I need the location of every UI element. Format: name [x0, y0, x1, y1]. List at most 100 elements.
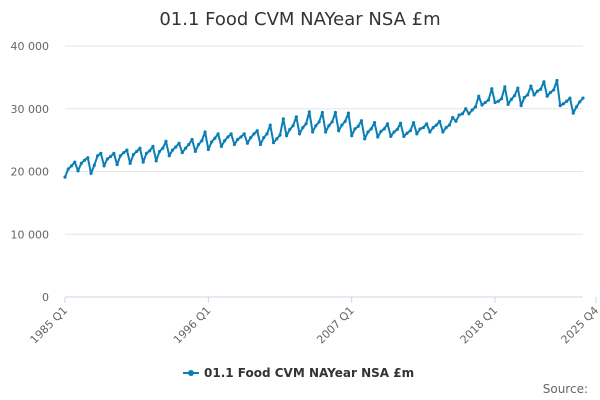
data-point[interactable]	[200, 139, 204, 143]
data-point[interactable]	[565, 99, 569, 103]
data-point[interactable]	[353, 127, 357, 131]
data-point[interactable]	[216, 132, 220, 136]
data-point[interactable]	[232, 142, 237, 147]
data-point[interactable]	[496, 99, 500, 103]
data-point[interactable]	[122, 151, 126, 155]
data-point[interactable]	[99, 151, 103, 155]
data-point[interactable]	[486, 98, 491, 102]
data-point[interactable]	[79, 161, 83, 165]
data-point[interactable]	[170, 148, 175, 152]
data-point[interactable]	[418, 127, 422, 131]
data-point[interactable]	[128, 161, 132, 165]
data-point[interactable]	[95, 154, 100, 158]
data-point[interactable]	[109, 154, 113, 159]
data-point[interactable]	[454, 119, 458, 123]
data-point[interactable]	[451, 115, 455, 120]
data-point[interactable]	[112, 151, 116, 155]
data-point[interactable]	[376, 135, 380, 139]
data-point[interactable]	[187, 142, 191, 147]
data-point[interactable]	[464, 107, 468, 111]
data-point[interactable]	[317, 120, 321, 124]
data-point[interactable]	[63, 175, 67, 179]
data-point[interactable]	[125, 148, 129, 152]
legend[interactable]: 01.1 Food CVM NAYear NSA £m	[183, 366, 414, 380]
data-point[interactable]	[183, 146, 188, 150]
data-point[interactable]	[431, 125, 435, 130]
data-point[interactable]	[167, 154, 171, 158]
data-point[interactable]	[503, 85, 507, 89]
data-point[interactable]	[392, 130, 396, 134]
data-point[interactable]	[76, 169, 80, 173]
data-point[interactable]	[343, 119, 347, 123]
data-point[interactable]	[131, 152, 136, 157]
data-point[interactable]	[467, 112, 471, 116]
data-point[interactable]	[568, 96, 572, 100]
data-point[interactable]	[180, 151, 184, 155]
data-point[interactable]	[516, 86, 520, 90]
data-point[interactable]	[415, 132, 419, 136]
data-point[interactable]	[151, 144, 155, 148]
data-point[interactable]	[275, 137, 279, 141]
data-point[interactable]	[89, 171, 93, 175]
data-point[interactable]	[558, 104, 562, 108]
data-point[interactable]	[408, 129, 412, 133]
data-point[interactable]	[307, 110, 311, 114]
data-point[interactable]	[340, 123, 344, 127]
data-point[interactable]	[291, 124, 295, 128]
data-point[interactable]	[389, 134, 393, 138]
data-point[interactable]	[219, 144, 223, 148]
data-point[interactable]	[425, 122, 429, 126]
data-point[interactable]	[539, 87, 543, 91]
data-point[interactable]	[210, 140, 214, 144]
data-point[interactable]	[571, 111, 575, 115]
data-point[interactable]	[346, 111, 351, 115]
data-point[interactable]	[460, 112, 465, 116]
data-point[interactable]	[574, 105, 579, 109]
data-point[interactable]	[490, 87, 494, 91]
data-point[interactable]	[509, 97, 513, 101]
data-point[interactable]	[223, 139, 227, 143]
data-point[interactable]	[526, 93, 530, 97]
data-point[interactable]	[203, 130, 207, 134]
data-point[interactable]	[457, 113, 461, 117]
data-point[interactable]	[284, 134, 289, 138]
data-point[interactable]	[141, 160, 145, 164]
data-point[interactable]	[226, 135, 230, 139]
data-point[interactable]	[372, 120, 377, 125]
data-point[interactable]	[398, 121, 403, 125]
data-point[interactable]	[379, 129, 383, 133]
data-point[interactable]	[499, 97, 504, 101]
data-point[interactable]	[174, 145, 178, 149]
data-point[interactable]	[190, 137, 194, 142]
data-point[interactable]	[320, 110, 324, 115]
data-point[interactable]	[555, 78, 559, 83]
data-point[interactable]	[73, 160, 77, 164]
data-point[interactable]	[493, 100, 497, 105]
data-point[interactable]	[278, 133, 282, 137]
data-point[interactable]	[441, 130, 445, 134]
data-point[interactable]	[385, 122, 390, 126]
data-point[interactable]	[252, 132, 256, 136]
data-point[interactable]	[164, 139, 168, 143]
data-point[interactable]	[314, 124, 318, 128]
data-point[interactable]	[428, 130, 432, 134]
data-point[interactable]	[506, 102, 510, 106]
credit-text[interactable]: Source:	[543, 382, 588, 396]
data-point[interactable]	[268, 123, 272, 127]
data-point[interactable]	[239, 135, 243, 139]
data-point[interactable]	[196, 142, 201, 147]
data-point[interactable]	[327, 124, 331, 128]
data-point[interactable]	[561, 102, 566, 106]
data-point[interactable]	[161, 146, 165, 150]
data-point[interactable]	[552, 88, 556, 92]
data-point[interactable]	[350, 134, 354, 138]
data-point[interactable]	[301, 125, 305, 130]
data-point[interactable]	[265, 132, 269, 136]
data-point[interactable]	[411, 120, 416, 125]
data-point[interactable]	[581, 96, 585, 100]
data-point[interactable]	[519, 104, 523, 108]
data-point[interactable]	[447, 123, 452, 127]
data-point[interactable]	[102, 164, 106, 168]
data-point[interactable]	[213, 136, 217, 140]
data-point[interactable]	[193, 149, 197, 154]
